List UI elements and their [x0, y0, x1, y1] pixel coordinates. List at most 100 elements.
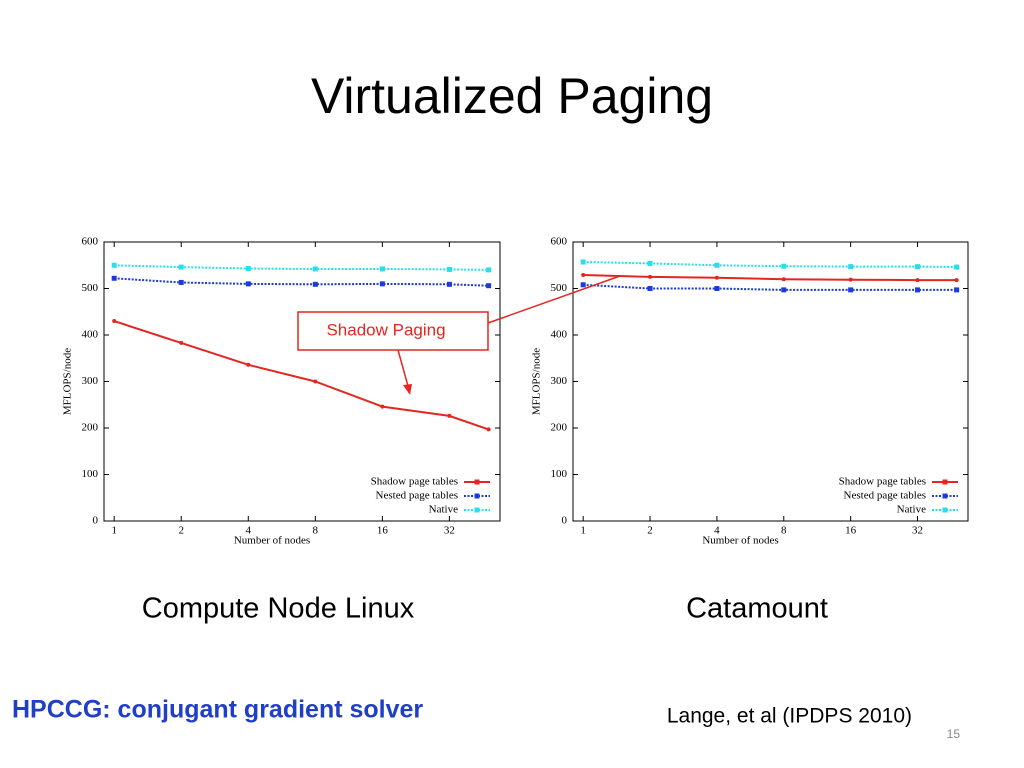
point [954, 287, 960, 293]
arrow-head [403, 384, 412, 395]
legend-marker [942, 493, 948, 499]
x-tick-label: 2 [178, 525, 184, 537]
y-tick-label: 500 [551, 282, 568, 294]
y-tick-label: 300 [82, 375, 99, 387]
point [580, 282, 586, 288]
point [111, 262, 117, 268]
point [714, 275, 719, 280]
point [647, 286, 653, 291]
caption: Compute Node Linux [142, 593, 415, 625]
y-tick-label: 600 [82, 236, 99, 248]
legend-label: Nested page tables [844, 490, 926, 502]
y-tick-label: 400 [82, 329, 99, 341]
caption: Catamount [686, 593, 828, 625]
x-axis-label: Number of nodes [234, 535, 310, 547]
y-tick-label: 200 [551, 422, 568, 434]
point [379, 266, 385, 272]
point [178, 279, 184, 285]
slide-title: Virtualized Paging [311, 68, 713, 124]
point [246, 362, 251, 367]
point [379, 281, 385, 287]
legend-marker [942, 507, 948, 513]
x-axis-label: Number of nodes [702, 535, 778, 547]
x-tick-label: 32 [912, 525, 923, 537]
point [178, 264, 184, 270]
x-tick-label: 4 [714, 525, 720, 537]
chart: 0 100 200 300 400 500 600 1 2 4 8 16 32 Number of nod… [62, 236, 501, 547]
y-tick-label: 500 [82, 282, 99, 294]
citation: Lange, et al (IPDPS 2010) [667, 705, 912, 728]
point [112, 319, 117, 324]
point [915, 264, 921, 270]
point [486, 267, 492, 273]
y-tick-label: 300 [551, 375, 568, 387]
legend-marker [474, 507, 480, 513]
x-tick-label: 8 [313, 525, 319, 537]
x-tick-label: 2 [647, 525, 653, 537]
point [486, 283, 492, 289]
legend-label: Shadow page tables [371, 476, 458, 488]
y-tick-label: 200 [82, 422, 99, 434]
y-tick-label: 100 [551, 468, 568, 480]
point [581, 273, 586, 278]
point [848, 277, 853, 282]
point [245, 281, 251, 287]
point [179, 340, 184, 345]
legend-marker [942, 479, 948, 485]
chart: 0 100 200 300 400 500 600 1 2 4 8 16 32 Number of nod… [531, 236, 969, 547]
y-axis-label: MFLOPS/node [62, 348, 74, 415]
x-tick-label: 4 [246, 525, 252, 537]
point [714, 286, 720, 291]
point [313, 379, 318, 384]
y-tick-label: 600 [551, 236, 568, 248]
point [954, 264, 960, 270]
x-tick-label: 1 [580, 525, 586, 537]
annotation-box [297, 311, 489, 351]
x-tick-label: 32 [444, 525, 455, 537]
legend-marker [474, 493, 480, 499]
page-number: 15 [947, 727, 961, 741]
point [781, 287, 787, 293]
point [915, 287, 921, 293]
point [312, 281, 318, 287]
annotation: Shadow Paging [297, 275, 621, 395]
point [312, 266, 318, 272]
plot-frame [572, 241, 969, 522]
legend-label: Nested page tables [376, 490, 458, 502]
charts: 0 100 200 300 400 500 600 1 2 4 8 16 32 Number of nod… [62, 236, 969, 547]
y-axis-label: MFLOPS/node [531, 348, 543, 415]
x-tick-label: 8 [781, 525, 787, 537]
point [580, 259, 586, 265]
point [915, 278, 920, 283]
legend-label: Shadow page tables [839, 476, 926, 488]
arrow [487, 275, 621, 324]
y-tick-label: 0 [93, 515, 99, 527]
legend-marker [474, 479, 480, 485]
point [714, 262, 720, 268]
subtitle: HPCCG: conjugant gradient solver [12, 696, 423, 724]
plot-frame [103, 241, 501, 522]
x-tick-label: 1 [111, 525, 117, 537]
point [486, 427, 491, 432]
point [954, 278, 959, 283]
point [111, 275, 117, 281]
y-tick-label: 0 [562, 515, 568, 527]
y-tick-label: 400 [551, 329, 568, 341]
point [647, 260, 653, 266]
annotation-text: Shadow Paging [326, 320, 445, 339]
x-tick-label: 16 [377, 525, 389, 537]
legend-label: Native [897, 504, 926, 516]
point [848, 264, 854, 270]
y-tick-label: 100 [82, 468, 99, 480]
x-tick-label: 16 [845, 525, 857, 537]
legend-label: Native [429, 504, 458, 516]
point [446, 281, 452, 287]
point [380, 404, 385, 409]
point [447, 413, 452, 418]
point [648, 274, 653, 279]
point [446, 266, 452, 272]
point [245, 266, 251, 272]
point [781, 263, 787, 269]
arrow [397, 349, 409, 387]
